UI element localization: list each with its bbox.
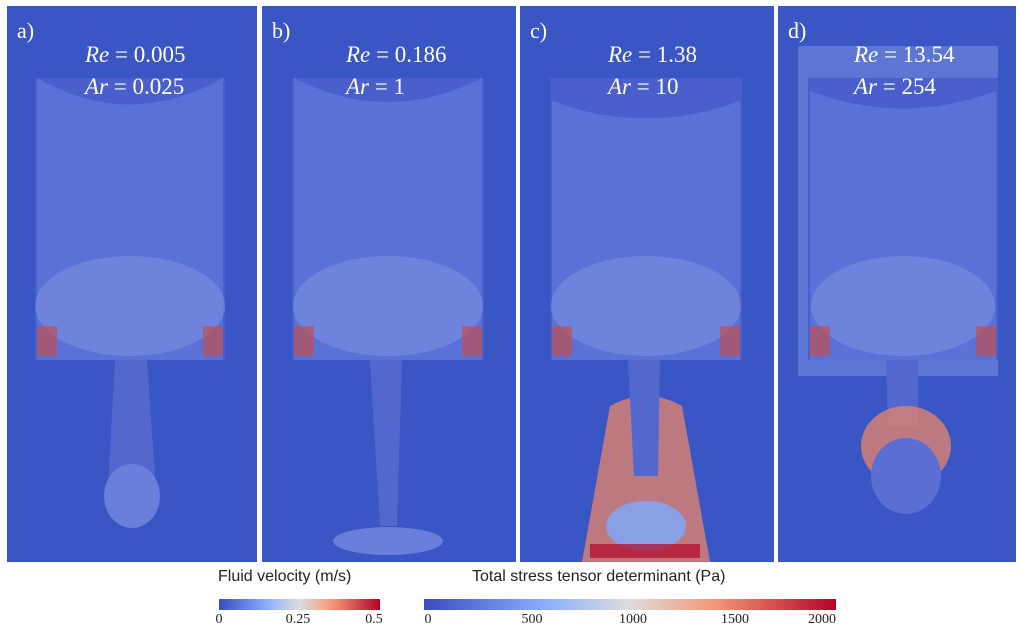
panel-label: a)	[17, 18, 35, 43]
panel-b-simulation-image	[262, 6, 516, 562]
velocity-tick: 0	[215, 612, 223, 627]
panel-d: d) Re = 13.54 Ar = 254	[778, 6, 1016, 562]
velocity-tick: 0.25	[285, 612, 311, 627]
reynolds-number: Re = 13.54	[854, 42, 955, 67]
panel-label: d)	[788, 18, 807, 43]
velocity-tick: 0.5	[365, 612, 383, 627]
reynolds-number: Re = 0.186	[346, 42, 447, 67]
stress-tick: 2000	[808, 612, 836, 627]
panel-b: b) Re = 0.186 Ar = 1	[262, 6, 516, 562]
reynolds-number: Re = 0.005	[85, 42, 186, 67]
archimedes-number: Ar = 10	[608, 74, 679, 99]
stress-tick: 1000	[619, 612, 647, 627]
archimedes-number: Ar = 1	[346, 74, 405, 99]
velocity-colorbar	[219, 599, 380, 610]
panel-c-simulation-image	[520, 6, 774, 562]
panel-a: a) Re = 0.005 Ar = 0.025	[7, 6, 257, 562]
panel-c: c) Re = 1.38 Ar = 10	[520, 6, 774, 562]
panel-a-simulation-image	[7, 6, 257, 562]
panel-label: c)	[530, 18, 548, 43]
stress-tick: 500	[521, 612, 543, 627]
reynolds-number: Re = 1.38	[608, 42, 697, 67]
panel-d-simulation-image	[778, 6, 1016, 562]
stress-colorbar	[424, 599, 836, 610]
stress-legend-title: Total stress tensor determinant (Pa)	[472, 568, 726, 585]
velocity-legend-title: Fluid velocity (m/s)	[218, 568, 352, 585]
stress-tick: 1500	[721, 612, 749, 627]
archimedes-number: Ar = 254	[854, 74, 936, 99]
panel-label: b)	[272, 18, 291, 43]
stress-tick: 0	[424, 612, 432, 627]
archimedes-number: Ar = 0.025	[85, 74, 185, 99]
